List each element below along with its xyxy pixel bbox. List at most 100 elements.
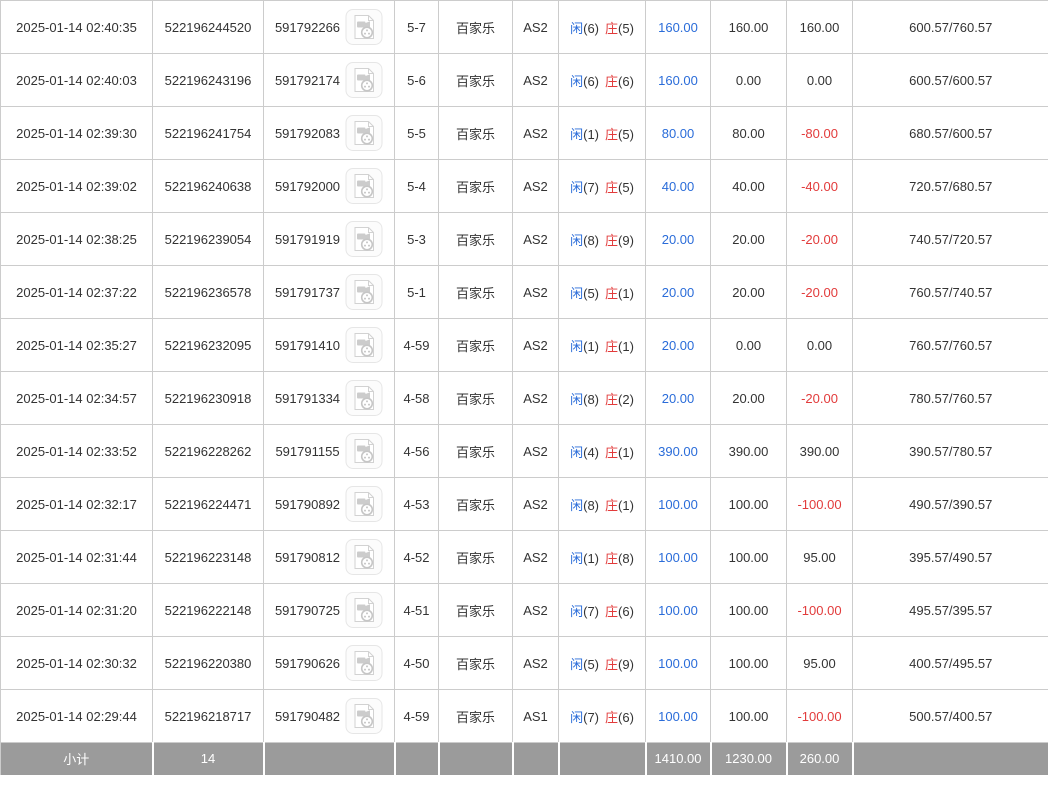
cell-bet-amount[interactable]: 160.00 [645,0,711,54]
cell-valid-bet: 100.00 [710,530,787,584]
result-banker-label: 庄 [605,232,619,248]
result-banker-score: (1) [618,285,634,301]
video-playback-icon [345,62,383,98]
result-player-label: 闲 [570,444,584,460]
result-banker-score: (6) [618,709,634,725]
cell-game: 百家乐 [438,0,513,54]
result-banker-score: (1) [618,338,634,354]
result-player-score: (8) [583,232,599,248]
cell-win-loss: 390.00 [786,424,853,478]
video-playback-icon [345,539,383,575]
cell-round: 5-6 [394,53,439,107]
cell-valid-bet: 390.00 [710,424,787,478]
cell-valid-bet: 100.00 [710,636,787,690]
table-row: 2025-01-14 02:39:02 522196240638 591792000… [0,159,1048,213]
result-banker-score: (8) [618,550,634,566]
cell-bet-amount[interactable]: 20.00 [645,212,711,266]
video-playback-button[interactable] [345,486,383,522]
cell-time: 2025-01-14 02:34:57 [0,371,153,425]
video-playback-button[interactable] [345,539,383,575]
cell-bet-amount[interactable]: 80.00 [645,106,711,160]
result-player-label: 闲 [570,709,584,725]
cell-bet-amount[interactable]: 100.00 [645,636,711,690]
video-playback-button[interactable] [345,9,383,45]
cell-bet-amount[interactable]: 390.00 [645,424,711,478]
session-inner: 591790725 [266,592,392,628]
result-banker-score: (5) [618,179,634,195]
subtotal-winloss-total: 260.00 [785,742,853,775]
result-banker-label: 庄 [605,285,619,301]
cell-balance: 390.57/780.57 [852,424,1048,478]
cell-win-loss: -100.00 [786,689,853,743]
result-player-label: 闲 [570,656,584,672]
session-inner: 591790626 [266,645,392,681]
video-playback-button[interactable] [345,327,383,363]
cell-table-code: AS2 [512,159,559,213]
result-banker-score: (1) [618,444,634,460]
session-inner: 591791919 [266,221,392,257]
session-id: 591790725 [274,602,341,618]
video-playback-button[interactable] [345,62,383,98]
cell-table-code: AS2 [512,530,559,584]
result-player-label: 闲 [570,20,584,36]
session-id: 591790626 [274,655,341,671]
cell-balance: 500.57/400.57 [852,689,1048,743]
cell-round: 5-1 [394,265,439,319]
cell-bet-amount[interactable]: 100.00 [645,689,711,743]
cell-table-code: AS2 [512,477,559,531]
cell-result: 闲(8) 庄(1) [558,477,646,531]
result-banker-label: 庄 [605,603,619,619]
cell-game: 百家乐 [438,106,513,160]
cell-bet-amount[interactable]: 20.00 [645,265,711,319]
video-playback-button[interactable] [345,698,383,734]
cell-valid-bet: 20.00 [710,265,787,319]
result-banker-label: 庄 [605,550,619,566]
video-playback-button[interactable] [345,221,383,257]
video-playback-button[interactable] [345,168,383,204]
table-row: 2025-01-14 02:35:27 522196232095 591791410… [0,318,1048,372]
cell-bet-amount[interactable]: 20.00 [645,318,711,372]
subtotal-empty-session [262,742,395,775]
video-playback-button[interactable] [345,115,383,151]
cell-bet-amount[interactable]: 160.00 [645,53,711,107]
video-playback-button[interactable] [345,274,383,310]
cell-bet-amount[interactable]: 100.00 [645,477,711,531]
session-inner: 591791410 [266,327,392,363]
video-playback-button[interactable] [345,592,383,628]
cell-game: 百家乐 [438,371,513,425]
cell-time: 2025-01-14 02:33:52 [0,424,153,478]
cell-order-no: 522196224471 [152,477,264,531]
table-row: 2025-01-14 02:37:22 522196236578 591791737… [0,265,1048,319]
result-banker-score: (5) [618,20,634,36]
video-playback-icon [345,380,383,416]
cell-session: 591792083 [263,106,395,160]
cell-bet-amount[interactable]: 20.00 [645,371,711,425]
session-inner: 591791737 [266,274,392,310]
cell-table-code: AS2 [512,583,559,637]
cell-valid-bet: 100.00 [710,477,787,531]
result-player-score: (7) [583,709,599,725]
cell-bet-amount[interactable]: 100.00 [645,530,711,584]
table-row: 2025-01-14 02:33:52 522196228262 591791155… [0,424,1048,478]
result-banker-label: 庄 [605,338,619,354]
cell-balance: 760.57/760.57 [852,318,1048,372]
cell-balance: 740.57/720.57 [852,212,1048,266]
cell-table-code: AS2 [512,318,559,372]
cell-session: 591792000 [263,159,395,213]
video-playback-button[interactable] [345,433,383,469]
table-row: 2025-01-14 02:31:44 522196223148 591790812… [0,530,1048,584]
cell-order-no: 522196236578 [152,265,264,319]
result-player-label: 闲 [570,126,584,142]
cell-bet-amount[interactable]: 40.00 [645,159,711,213]
cell-bet-amount[interactable]: 100.00 [645,583,711,637]
cell-round: 5-7 [394,0,439,54]
result-banker-score: (2) [618,391,634,407]
cell-table-code: AS2 [512,53,559,107]
cell-round: 4-50 [394,636,439,690]
video-playback-button[interactable] [345,645,383,681]
result-player-label: 闲 [570,603,584,619]
session-id: 591791334 [274,390,341,406]
cell-result: 闲(8) 庄(2) [558,371,646,425]
video-playback-button[interactable] [345,380,383,416]
subtotal-bet-total: 1410.00 [644,742,711,775]
